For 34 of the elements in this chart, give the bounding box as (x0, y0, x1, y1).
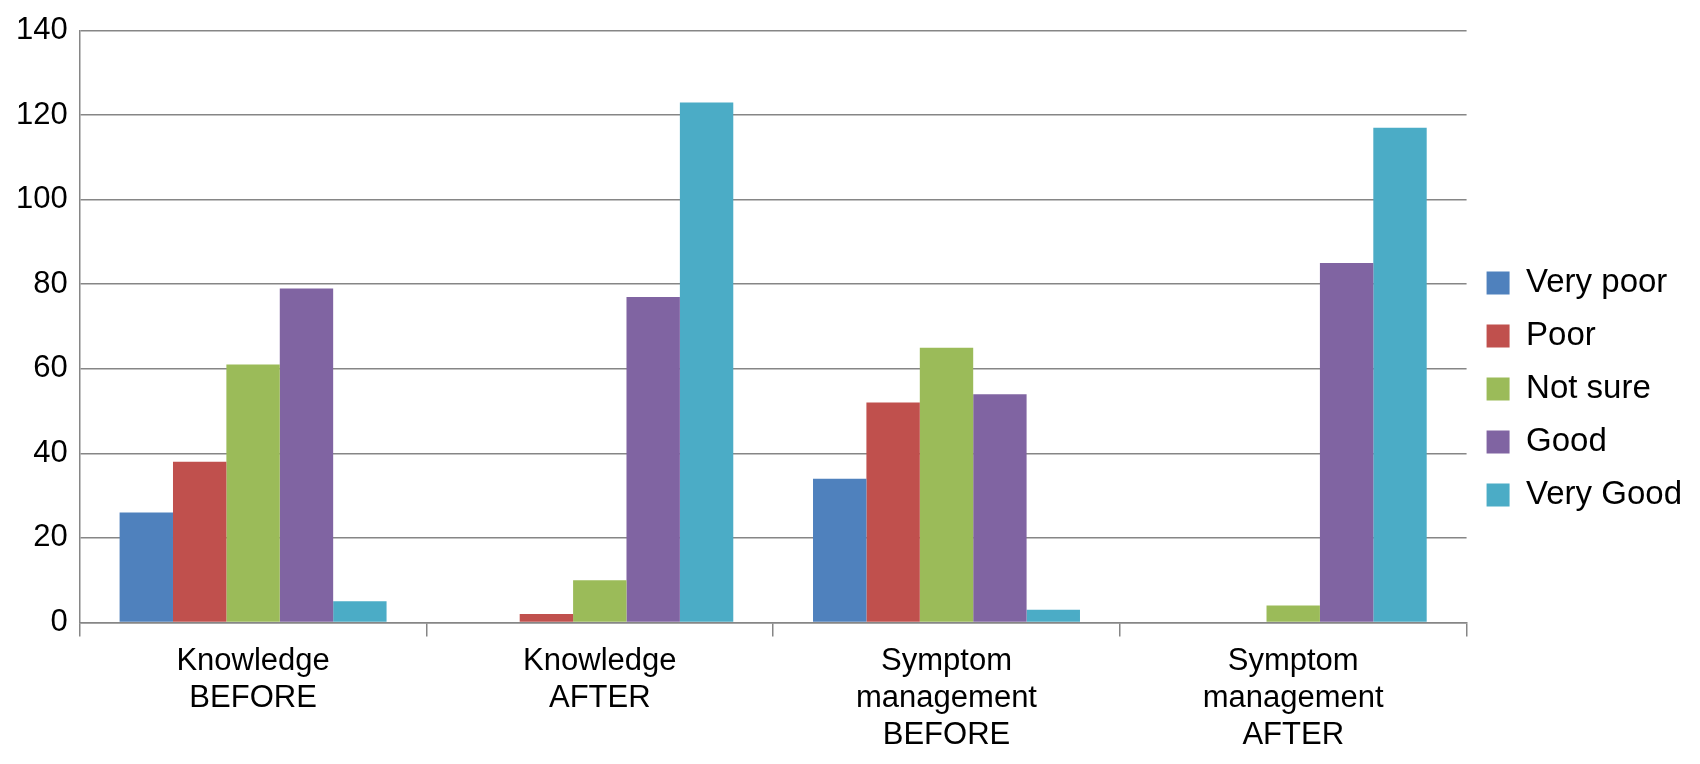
legend-label: Very Good (1526, 474, 1683, 512)
y-tick-label: 100 (15, 180, 68, 216)
x-tick-label: Knowledge BEFORE (176, 641, 330, 714)
bar (119, 512, 173, 622)
bar (866, 402, 920, 622)
y-tick-label: 120 (15, 95, 68, 131)
bar (813, 478, 867, 622)
bar (679, 102, 734, 622)
y-tick-label: 80 (33, 264, 68, 300)
y-tick-label: 60 (33, 349, 68, 385)
bar (333, 601, 387, 622)
y-tick-label: 0 (50, 602, 68, 638)
bar (279, 288, 334, 622)
legend-label: Poor (1526, 315, 1596, 353)
bar (573, 580, 627, 622)
x-tick-label: Symptom management AFTER (1202, 641, 1385, 751)
bar (1319, 263, 1374, 622)
bar (1266, 605, 1320, 622)
bar (919, 347, 974, 622)
bar (226, 364, 280, 622)
bar (973, 394, 1027, 622)
legend-label: Very poor (1526, 262, 1668, 300)
y-tick-label: 140 (15, 11, 68, 47)
x-tick-label: Knowledge AFTER (523, 641, 677, 714)
bar (172, 461, 227, 622)
bar (519, 613, 574, 622)
legend-label: Good (1526, 421, 1607, 459)
x-tick-label: Symptom management BEFORE (856, 641, 1038, 751)
bar (1373, 127, 1427, 622)
y-tick-label: 20 (33, 518, 68, 554)
legend-label: Not sure (1526, 368, 1651, 406)
y-tick-label: 40 (33, 433, 68, 469)
bar (626, 296, 680, 622)
bar (1026, 609, 1080, 622)
